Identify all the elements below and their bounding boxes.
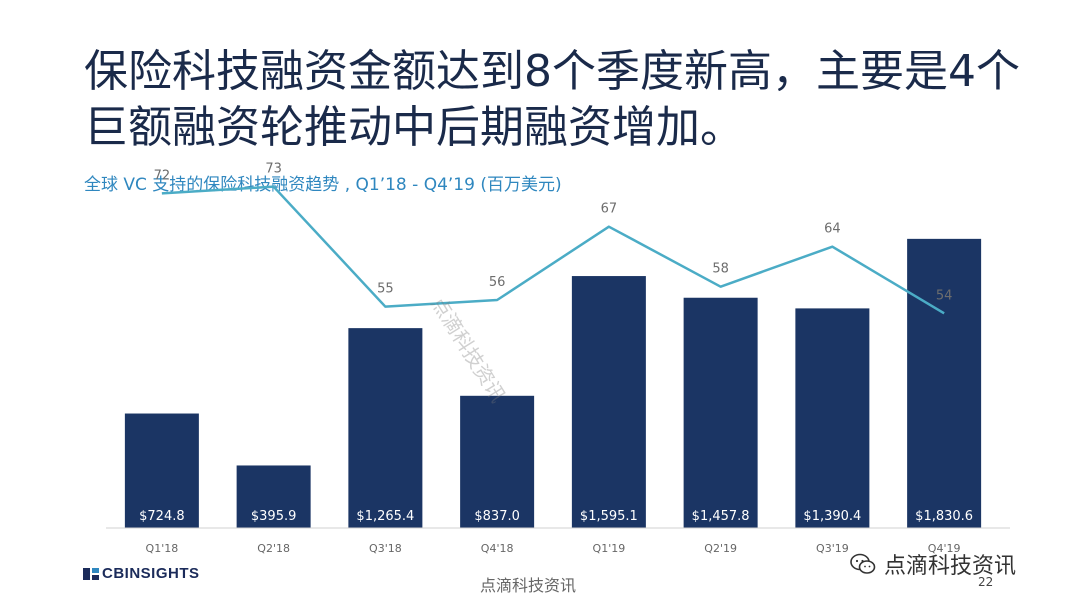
line-value-label-3: 56 bbox=[489, 275, 506, 290]
x-tick-label-2: Q3'18 bbox=[369, 542, 402, 555]
line-value-label-5: 58 bbox=[712, 262, 729, 277]
wechat-watermark: 点滴科技资讯 bbox=[850, 548, 1016, 580]
line-value-label-2: 55 bbox=[377, 282, 394, 297]
bar-5 bbox=[683, 297, 758, 528]
bar-value-label-6: $1,390.4 bbox=[803, 509, 861, 524]
page-title: 保险科技融资金额达到8个季度新高，主要是4个 巨额融资轮推动中后期融资增加。 bbox=[84, 44, 1074, 156]
line-value-label-1: 73 bbox=[265, 162, 282, 177]
cbinsights-mark-icon bbox=[83, 567, 99, 580]
bar-value-label-0: $724.8 bbox=[139, 509, 185, 524]
x-tick-label-5: Q2'19 bbox=[704, 542, 737, 555]
x-tick-label-4: Q1'19 bbox=[593, 542, 626, 555]
x-tick-label-3: Q4'18 bbox=[481, 542, 514, 555]
bar-7 bbox=[907, 238, 982, 528]
line-value-label-4: 67 bbox=[601, 202, 618, 217]
bar-value-label-4: $1,595.1 bbox=[580, 509, 638, 524]
bottom-watermark: 点滴科技资讯 bbox=[480, 576, 577, 595]
bar-6 bbox=[795, 308, 870, 528]
badge-text: 点滴科技资讯 bbox=[884, 554, 1017, 579]
bar-2 bbox=[348, 328, 423, 528]
count-line bbox=[161, 185, 945, 315]
line-value-label-6: 64 bbox=[824, 222, 841, 237]
bar-value-label-5: $1,457.8 bbox=[692, 509, 750, 524]
brand-name: CBINSIGHTS bbox=[102, 565, 200, 582]
bar-3 bbox=[460, 395, 535, 528]
bar-value-label-2: $1,265.4 bbox=[356, 509, 414, 524]
line-value-label-7: 54 bbox=[936, 288, 953, 303]
bar-value-label-7: $1,830.6 bbox=[915, 509, 973, 524]
x-tick-label-7: Q4'19 bbox=[928, 542, 961, 555]
wechat-icon bbox=[850, 553, 876, 574]
bar-4 bbox=[571, 276, 646, 528]
bar-value-label-3: $837.0 bbox=[474, 509, 520, 524]
line-value-label-0: 72 bbox=[154, 168, 171, 183]
x-tick-label-1: Q2'18 bbox=[257, 542, 290, 555]
page-number: 22 bbox=[978, 575, 994, 589]
title-line-1: 保险科技融资金额达到8个季度新高，主要是4个 bbox=[84, 46, 1020, 97]
cbinsights-logo: CBINSIGHTS bbox=[83, 565, 200, 582]
bar-0 bbox=[124, 413, 199, 528]
bar-1 bbox=[236, 465, 311, 528]
title-line-2: 巨额融资轮推动中后期融资增加。 bbox=[84, 102, 744, 153]
bar-value-label-1: $395.9 bbox=[251, 509, 297, 524]
x-tick-label-0: Q1'18 bbox=[146, 542, 179, 555]
x-tick-label-6: Q3'19 bbox=[816, 542, 849, 555]
